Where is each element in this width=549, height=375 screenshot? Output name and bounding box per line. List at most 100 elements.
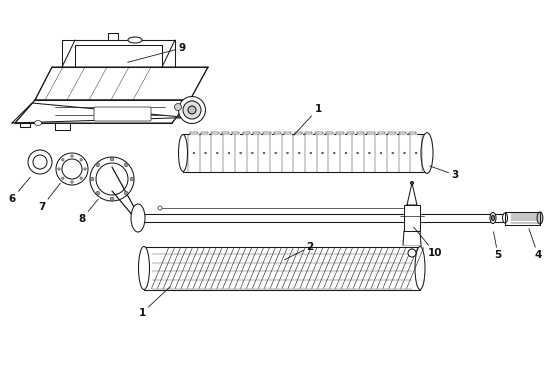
Ellipse shape xyxy=(491,215,495,221)
Ellipse shape xyxy=(368,152,370,154)
Polygon shape xyxy=(191,132,198,135)
Ellipse shape xyxy=(138,246,149,290)
Ellipse shape xyxy=(175,104,182,111)
Text: 4: 4 xyxy=(529,229,542,260)
Ellipse shape xyxy=(490,213,496,223)
Ellipse shape xyxy=(61,177,64,180)
Text: 1: 1 xyxy=(294,104,322,135)
Ellipse shape xyxy=(183,101,201,119)
Polygon shape xyxy=(505,211,540,225)
Polygon shape xyxy=(75,45,162,67)
Polygon shape xyxy=(399,132,406,135)
Ellipse shape xyxy=(61,159,64,161)
Ellipse shape xyxy=(130,177,134,181)
Ellipse shape xyxy=(228,152,230,154)
Ellipse shape xyxy=(84,168,86,170)
Ellipse shape xyxy=(380,152,382,154)
Ellipse shape xyxy=(96,163,100,167)
Polygon shape xyxy=(336,132,344,135)
Ellipse shape xyxy=(275,152,277,154)
Ellipse shape xyxy=(404,152,405,154)
Polygon shape xyxy=(15,100,190,123)
Ellipse shape xyxy=(80,177,82,180)
Text: 10: 10 xyxy=(414,227,442,258)
Polygon shape xyxy=(409,132,416,135)
Ellipse shape xyxy=(71,181,73,183)
Ellipse shape xyxy=(131,204,145,232)
Polygon shape xyxy=(316,132,323,135)
Ellipse shape xyxy=(298,152,300,154)
Polygon shape xyxy=(112,167,138,222)
Polygon shape xyxy=(388,132,396,135)
Ellipse shape xyxy=(345,152,347,154)
Ellipse shape xyxy=(28,150,52,174)
Ellipse shape xyxy=(58,168,60,170)
Ellipse shape xyxy=(263,152,265,154)
Ellipse shape xyxy=(333,152,335,154)
Polygon shape xyxy=(357,132,365,135)
Ellipse shape xyxy=(240,152,242,154)
Polygon shape xyxy=(403,231,421,245)
Ellipse shape xyxy=(80,159,82,161)
Ellipse shape xyxy=(537,212,543,224)
Polygon shape xyxy=(201,132,208,135)
Ellipse shape xyxy=(193,152,195,154)
Ellipse shape xyxy=(287,152,288,154)
Ellipse shape xyxy=(110,157,114,161)
Polygon shape xyxy=(367,132,375,135)
Ellipse shape xyxy=(188,106,196,114)
Ellipse shape xyxy=(178,96,205,123)
Text: 9: 9 xyxy=(128,43,186,62)
Polygon shape xyxy=(35,67,208,100)
Ellipse shape xyxy=(71,155,73,157)
Polygon shape xyxy=(62,40,175,67)
Ellipse shape xyxy=(90,157,134,201)
FancyBboxPatch shape xyxy=(94,107,151,121)
Polygon shape xyxy=(222,132,229,135)
Polygon shape xyxy=(211,132,219,135)
Polygon shape xyxy=(138,214,522,222)
Ellipse shape xyxy=(392,152,394,154)
Ellipse shape xyxy=(128,37,142,43)
Ellipse shape xyxy=(35,120,42,126)
Ellipse shape xyxy=(124,163,128,167)
Polygon shape xyxy=(295,132,302,135)
Text: 1: 1 xyxy=(138,287,170,318)
Polygon shape xyxy=(305,132,312,135)
Ellipse shape xyxy=(124,191,128,195)
Polygon shape xyxy=(284,132,292,135)
Ellipse shape xyxy=(357,152,358,154)
Ellipse shape xyxy=(502,213,507,223)
Polygon shape xyxy=(378,132,385,135)
Ellipse shape xyxy=(408,249,416,257)
Polygon shape xyxy=(12,103,192,123)
Polygon shape xyxy=(264,132,271,135)
Ellipse shape xyxy=(251,152,253,154)
Ellipse shape xyxy=(178,135,188,171)
Polygon shape xyxy=(407,183,417,205)
Text: 2: 2 xyxy=(284,242,313,260)
Polygon shape xyxy=(346,132,354,135)
Ellipse shape xyxy=(322,152,323,154)
Ellipse shape xyxy=(62,159,82,179)
Ellipse shape xyxy=(415,152,417,154)
Polygon shape xyxy=(243,132,250,135)
Ellipse shape xyxy=(411,182,413,184)
Ellipse shape xyxy=(310,152,312,154)
Text: 8: 8 xyxy=(79,199,98,224)
Ellipse shape xyxy=(110,197,114,201)
Polygon shape xyxy=(144,246,420,290)
Ellipse shape xyxy=(421,133,433,173)
Polygon shape xyxy=(404,205,420,231)
Ellipse shape xyxy=(415,246,425,290)
Polygon shape xyxy=(326,132,333,135)
Polygon shape xyxy=(232,132,239,135)
Polygon shape xyxy=(253,132,260,135)
Ellipse shape xyxy=(205,152,206,154)
Ellipse shape xyxy=(96,163,128,195)
Polygon shape xyxy=(274,132,281,135)
Ellipse shape xyxy=(33,155,47,169)
Ellipse shape xyxy=(56,153,88,185)
Text: 3: 3 xyxy=(430,166,458,180)
Ellipse shape xyxy=(216,152,218,154)
